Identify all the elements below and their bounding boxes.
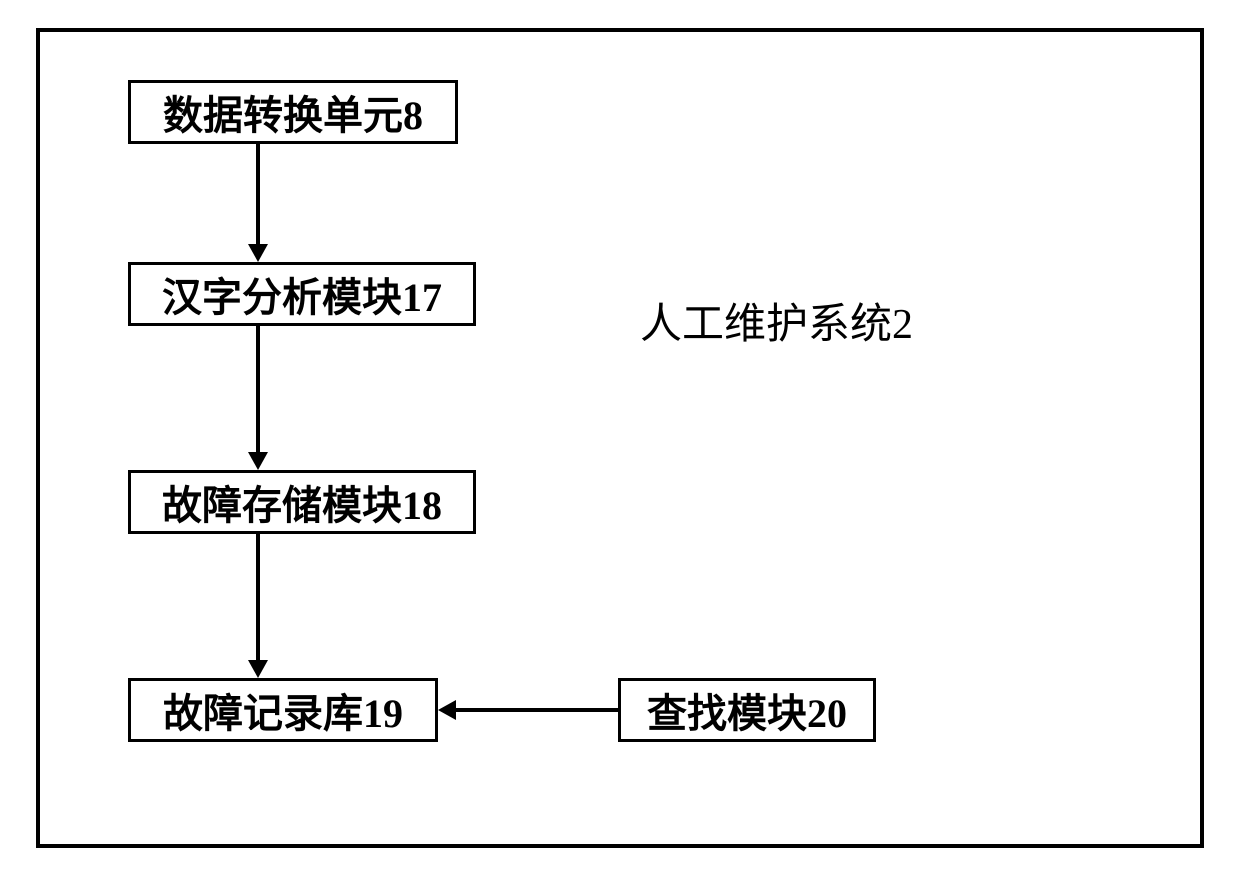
edge-line [456, 708, 618, 712]
arrow-head-icon [248, 660, 268, 678]
node-search-module: 查找模块20 [618, 678, 876, 742]
node-label: 故障记录库19 [163, 681, 403, 739]
node-label: 查找模块20 [647, 681, 847, 739]
node-label: 数据转换单元8 [163, 83, 423, 141]
arrow-head-icon [438, 700, 456, 720]
node-label: 汉字分析模块17 [162, 265, 442, 323]
edge-line [256, 144, 260, 244]
edge-line [256, 326, 260, 452]
arrow-head-icon [248, 452, 268, 470]
arrow-head-icon [248, 244, 268, 262]
node-label: 故障存储模块18 [162, 473, 442, 531]
node-data-convert-unit: 数据转换单元8 [128, 80, 458, 144]
edge-line [256, 534, 260, 660]
diagram-title: 人工维护系统2 [640, 290, 913, 351]
node-fault-record-db: 故障记录库19 [128, 678, 438, 742]
node-hanzi-analysis-module: 汉字分析模块17 [128, 262, 476, 326]
node-fault-storage-module: 故障存储模块18 [128, 470, 476, 534]
